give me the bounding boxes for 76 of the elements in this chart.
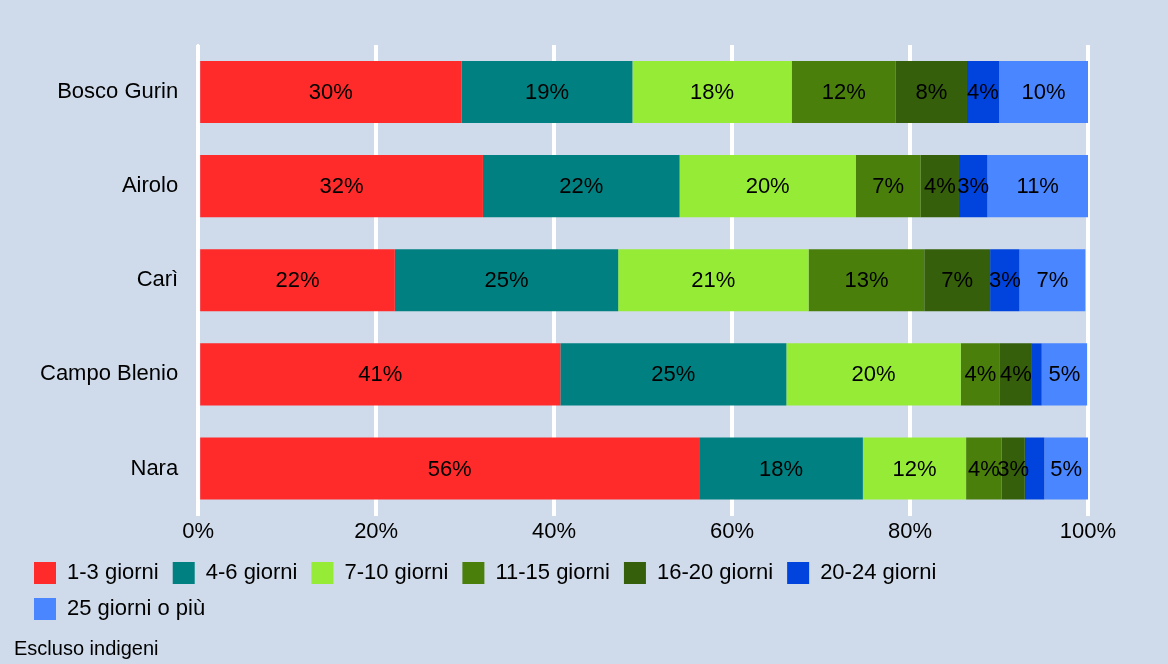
bar [862,437,967,500]
data-label: 30% [308,79,353,105]
data-label: 4% [923,173,956,199]
data-label: 4% [1000,361,1032,387]
data-label: 10% [1021,79,1066,105]
data-label: 32% [319,173,364,199]
bar [791,61,896,124]
x-tick-label: 60% [710,517,755,543]
data-label: 13% [844,267,889,293]
bar [924,249,991,312]
legend-label: 16-20 giorni [656,559,774,585]
data-label: 41% [358,361,403,387]
data-label: 7% [1036,267,1069,293]
data-label: 5% [1048,361,1081,387]
data-label: 18% [690,79,735,105]
legend-label: 7-10 giorni [344,559,449,585]
data-label: 19% [524,79,570,105]
data-label: 21% [691,267,736,293]
data-label: 7% [872,173,905,199]
y-tick-label: Airolo [121,172,179,198]
bar [895,61,967,124]
data-label: 8% [915,79,948,105]
legend-label: 20-24 giorni [820,559,937,585]
bar [618,249,809,312]
bar [1019,249,1086,312]
data-label: 22% [275,267,320,293]
bar [1044,437,1088,500]
bar [482,155,680,218]
x-tick-label: 0% [182,517,215,543]
data-label: 11% [1016,173,1059,199]
x-tick-label: 20% [354,517,399,543]
bar [679,155,856,218]
bar [999,61,1088,124]
bar [560,343,787,406]
legend-label: 11-15 giorni [495,559,610,585]
legend-label: 1-3 giorni [67,559,159,585]
bar [461,61,633,124]
y-tick-label: Nara [130,454,179,480]
x-tick-label: 80% [888,517,933,543]
y-tick-label: Bosco Gurin [57,78,179,104]
bar [699,437,863,500]
bar [808,249,925,312]
data-label: 5% [1050,455,1083,481]
bar [1031,343,1042,406]
bar [200,249,395,312]
bar [200,155,483,218]
data-label: 25% [484,267,529,293]
bar [200,343,561,406]
y-tick-label: Campo Blenio [40,360,179,386]
y-tick-label: Carì [136,266,179,292]
bar [200,61,462,124]
data-label: 20% [745,173,790,199]
data-label: 7% [941,267,974,293]
bar [786,343,961,406]
data-label: 4% [967,79,999,105]
data-label: 56% [427,455,472,481]
bar [855,155,921,218]
bar [1041,343,1088,406]
bar [632,61,792,124]
data-label: 25% [651,361,696,387]
bar [200,437,700,500]
data-label: 18% [758,455,804,481]
data-label: 12% [821,79,866,105]
x-tick-label: 100% [1059,517,1117,543]
bar [394,249,619,312]
data-label: 3% [988,267,1021,293]
data-label: 4% [964,361,997,387]
legend-label: 4-6 giorni [205,559,298,585]
data-label: 20% [851,361,896,387]
x-tick-label: 40% [532,517,577,543]
data-label: 22% [559,173,604,199]
data-label: 12% [892,455,937,481]
text: Escluso indigeni [14,637,159,660]
bar [987,155,1088,218]
data-label: 4% [967,455,1000,481]
legend-label: 25 giorni o più [67,595,206,621]
